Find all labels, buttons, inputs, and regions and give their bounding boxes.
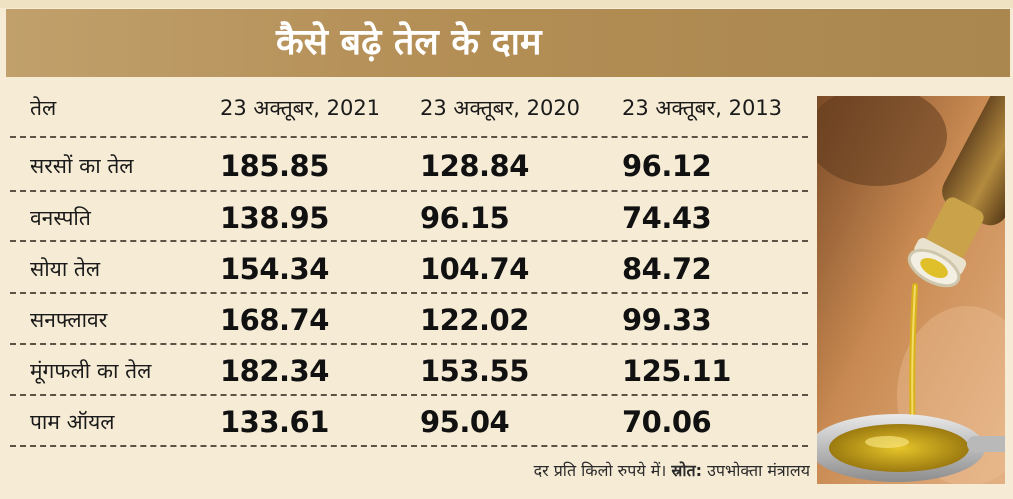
oil-pouring-illustration bbox=[817, 96, 1005, 484]
value-2013: 70.06 bbox=[622, 405, 712, 439]
row-divider bbox=[10, 240, 808, 242]
footnote-source: उपभोक्ता मंत्रालय bbox=[702, 461, 810, 480]
value-2013: 74.43 bbox=[622, 201, 712, 235]
title-band: कैसे बढ़े तेल के दाम bbox=[6, 9, 1010, 77]
value-2020: 104.74 bbox=[420, 252, 529, 286]
oil-pouring-photo bbox=[817, 96, 1005, 484]
column-header-oil: तेल bbox=[30, 96, 57, 120]
value-2013: 96.12 bbox=[622, 149, 712, 183]
value-2021: 133.61 bbox=[220, 405, 329, 439]
oil-name: सरसों का तेल bbox=[30, 154, 134, 178]
value-2020: 153.55 bbox=[420, 354, 529, 388]
value-2020: 122.02 bbox=[420, 303, 529, 337]
table-header: तेल 23 अक्तूबर, 2021 23 अक्तूबर, 2020 23… bbox=[6, 82, 806, 134]
value-2020: 128.84 bbox=[420, 149, 529, 183]
row-divider bbox=[10, 445, 808, 447]
value-2021: 154.34 bbox=[220, 252, 329, 286]
row-divider bbox=[10, 394, 808, 396]
value-2020: 96.15 bbox=[420, 201, 510, 235]
oil-name: वनस्पति bbox=[30, 206, 91, 230]
table-row: मूंगफली का तेल 182.34 153.55 125.11 bbox=[6, 346, 806, 396]
value-2021: 182.34 bbox=[220, 354, 329, 388]
table-row: सोया तेल 154.34 104.74 84.72 bbox=[6, 244, 806, 294]
row-divider bbox=[10, 292, 808, 294]
oil-name: मूंगफली का तेल bbox=[30, 359, 152, 383]
footnote-rate-text: दर प्रति किलो रुपये में। bbox=[533, 461, 672, 480]
oil-name: सनफ्लावर bbox=[30, 308, 108, 332]
top-strip bbox=[0, 0, 1013, 8]
footnote: दर प्रति किलो रुपये में। स्रोत: उपभोक्ता… bbox=[470, 456, 810, 486]
oil-name: सोया तेल bbox=[30, 257, 101, 281]
chart-title: कैसे बढ़े तेल के दाम bbox=[276, 22, 542, 63]
value-2021: 138.95 bbox=[220, 201, 329, 235]
value-2013: 99.33 bbox=[622, 303, 712, 337]
table-row: सरसों का तेल 185.85 128.84 96.12 bbox=[6, 141, 806, 191]
value-2020: 95.04 bbox=[420, 405, 510, 439]
table-row: सनफ्लावर 168.74 122.02 99.33 bbox=[6, 295, 806, 345]
column-header-2021: 23 अक्तूबर, 2021 bbox=[220, 96, 381, 120]
table-row: पाम ऑयल 133.61 95.04 70.06 bbox=[6, 397, 806, 447]
value-2021: 185.85 bbox=[220, 149, 329, 183]
footnote-source-label: स्रोत: bbox=[671, 461, 703, 480]
value-2013: 125.11 bbox=[622, 354, 731, 388]
value-2021: 168.74 bbox=[220, 303, 329, 337]
oil-name: पाम ऑयल bbox=[30, 410, 115, 434]
row-divider bbox=[10, 343, 808, 345]
column-header-2013: 23 अक्तूबर, 2013 bbox=[622, 96, 783, 120]
table-row: वनस्पति 138.95 96.15 74.43 bbox=[6, 193, 806, 243]
row-divider bbox=[10, 136, 808, 138]
column-header-2020: 23 अक्तूबर, 2020 bbox=[420, 96, 581, 120]
row-divider bbox=[10, 190, 808, 192]
value-2013: 84.72 bbox=[622, 252, 712, 286]
